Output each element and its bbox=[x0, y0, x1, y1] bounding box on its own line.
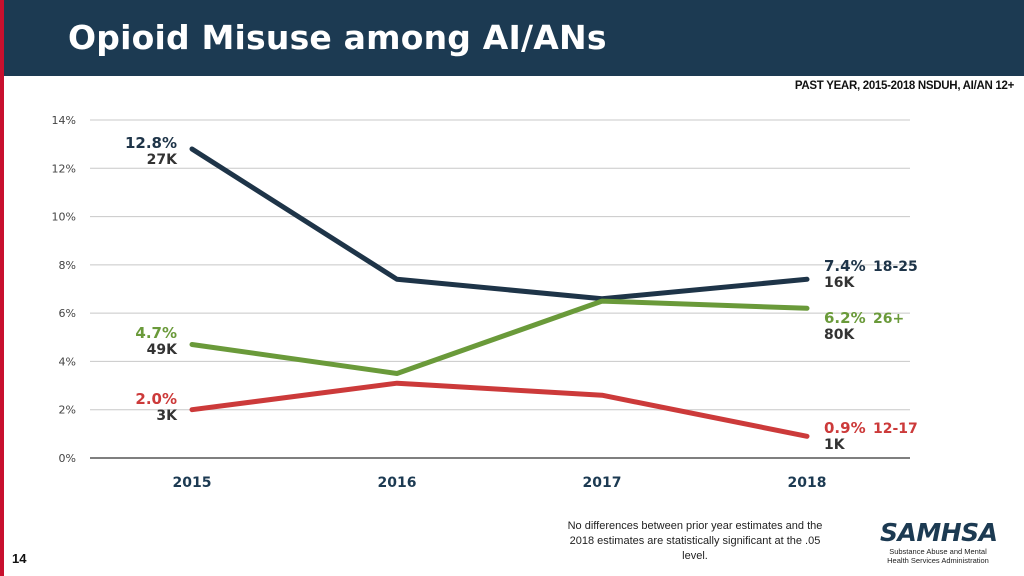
y-tick-label: 12% bbox=[52, 162, 76, 175]
series-name-label: 26+ bbox=[873, 311, 904, 327]
chart-subtitle: PAST YEAR, 2015-2018 NSDUH, AI/AN 12+ bbox=[794, 80, 1014, 92]
slide-title: Opioid Misuse among AI/ANs bbox=[68, 18, 607, 57]
page-number: 14 bbox=[12, 551, 27, 566]
x-tick-label: 2015 bbox=[173, 475, 212, 491]
x-tick-label: 2017 bbox=[583, 475, 622, 491]
series-line-12-17 bbox=[189, 380, 810, 439]
count-label-end: 1K bbox=[824, 437, 846, 453]
left-accent-rule bbox=[0, 0, 4, 576]
data-label-start: 12.8% bbox=[125, 134, 177, 152]
y-tick-label: 10% bbox=[52, 211, 76, 224]
logo-wordmark: SAMHSA bbox=[880, 518, 998, 547]
y-tick-label: 14% bbox=[52, 114, 76, 127]
samhsa-logo: SAMHSA Substance Abuse and Mental Health… bbox=[880, 518, 998, 566]
series-line-18-25 bbox=[189, 146, 810, 302]
count-label-end: 16K bbox=[824, 275, 855, 291]
data-label-end: 7.4% bbox=[824, 257, 866, 275]
series-line-26+ bbox=[189, 298, 810, 376]
y-tick-label: 8% bbox=[59, 259, 76, 272]
series-name-label: 12-17 bbox=[873, 421, 918, 437]
count-label-end: 80K bbox=[824, 327, 855, 343]
count-label-start: 27K bbox=[147, 152, 178, 168]
y-tick-label: 2% bbox=[59, 404, 76, 417]
data-label-start: 2.0% bbox=[135, 390, 177, 408]
data-label-end: 6.2% bbox=[824, 309, 866, 327]
y-tick-label: 6% bbox=[59, 307, 76, 320]
data-label-end: 0.9% bbox=[824, 419, 866, 437]
y-tick-label: 0% bbox=[59, 452, 76, 465]
footnote: No differences between prior year estima… bbox=[567, 520, 823, 562]
logo-subtext: Substance Abuse and Mental Health Servic… bbox=[887, 547, 989, 565]
data-label-start: 4.7% bbox=[135, 324, 177, 342]
series-name-label: 18-25 bbox=[873, 259, 918, 275]
x-tick-label: 2018 bbox=[788, 475, 827, 491]
title-bar: Opioid Misuse among AI/ANs bbox=[4, 0, 1024, 76]
count-label-start: 49K bbox=[147, 342, 178, 358]
count-label-start: 3K bbox=[156, 408, 178, 424]
y-tick-label: 4% bbox=[59, 355, 76, 368]
x-tick-label: 2016 bbox=[378, 475, 417, 491]
